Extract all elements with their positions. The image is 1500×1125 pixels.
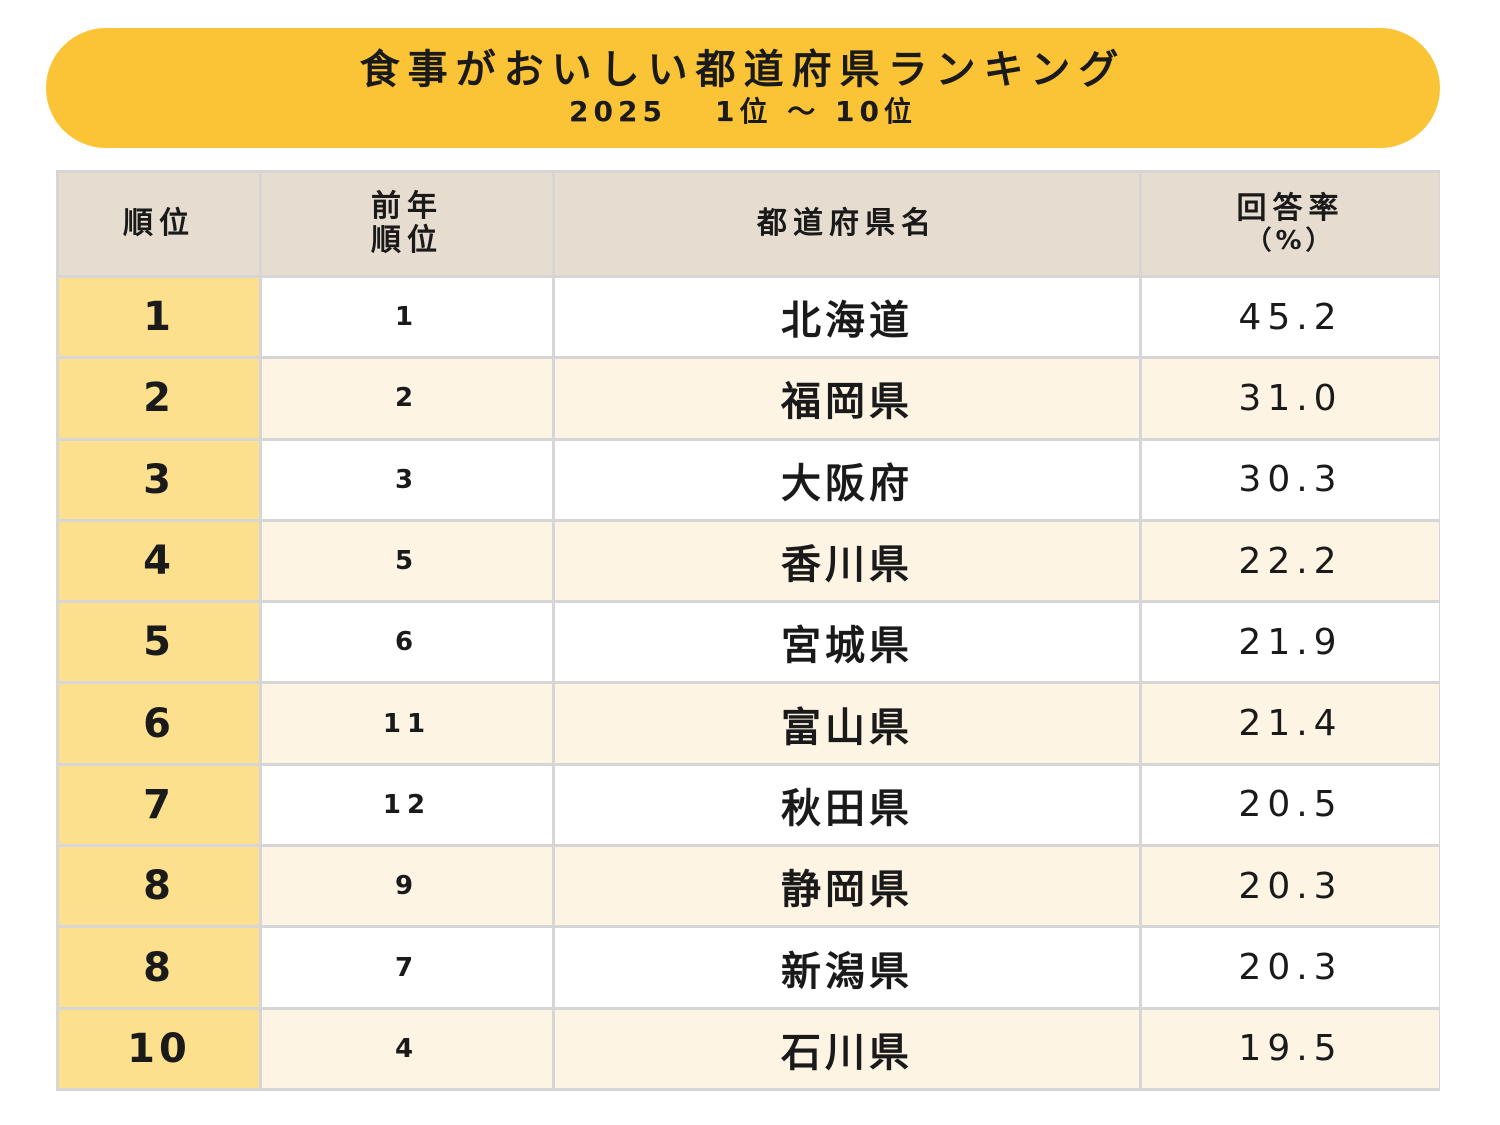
rate-cell: 19.5 bbox=[1142, 1009, 1439, 1088]
title-banner: 食事がおいしい都道府県ランキング 2025 1位 ～ 10位 bbox=[46, 28, 1440, 148]
rank-cell: 4 bbox=[59, 521, 259, 601]
rate-cell: 20.3 bbox=[1142, 847, 1439, 926]
header-prev-rank: 前年 順位 bbox=[262, 173, 552, 275]
prev-rank-cell: 4 bbox=[262, 1009, 552, 1088]
rate-cell: 31.0 bbox=[1142, 359, 1439, 438]
header-rate: 回答率 （%） bbox=[1142, 173, 1439, 275]
header-prefecture-label: 都道府県名 bbox=[757, 206, 937, 241]
rate-cell: 21.9 bbox=[1142, 603, 1439, 682]
prev-rank-cell: 5 bbox=[262, 521, 552, 601]
header-row: 順位 前年 順位 都道府県名 回答率 （%） bbox=[59, 173, 1439, 275]
header-rank-label: 順位 bbox=[123, 206, 195, 241]
table-row: 7 12 秋田県 20.5 bbox=[59, 765, 1439, 845]
rate-cell: 45.2 bbox=[1142, 278, 1439, 357]
rate-cell: 22.2 bbox=[1142, 521, 1439, 601]
table-body: 1 1 北海道 45.2 2 2 福岡県 31.0 3 3 大阪府 30.3 4 5 香川県 22.2 5 6 宮城… bbox=[59, 278, 1439, 1088]
prefecture-cell: 北海道 bbox=[555, 278, 1139, 357]
subtitle-year: 2025 bbox=[569, 95, 667, 128]
prefecture-cell: 静岡県 bbox=[555, 847, 1139, 926]
prefecture-cell: 富山県 bbox=[555, 684, 1139, 763]
rank-cell: 1 bbox=[59, 278, 259, 357]
rank-cell: 10 bbox=[59, 1009, 259, 1088]
page-title: 食事がおいしい都道府県ランキング bbox=[359, 47, 1127, 93]
prev-rank-cell: 7 bbox=[262, 928, 552, 1007]
prev-rank-cell: 2 bbox=[262, 359, 552, 438]
rank-cell: 7 bbox=[59, 765, 259, 845]
rate-cell: 21.4 bbox=[1142, 684, 1439, 763]
rank-cell: 6 bbox=[59, 684, 259, 763]
table-row: 2 2 福岡県 31.0 bbox=[59, 359, 1439, 438]
ranking-table-frame: 順位 前年 順位 都道府県名 回答率 （%） 1 1 北海道 45.2 2 2 福岡県 31.… bbox=[56, 170, 1440, 1091]
prev-rank-cell: 12 bbox=[262, 765, 552, 845]
prefecture-cell: 大阪府 bbox=[555, 440, 1139, 519]
header-prefecture: 都道府県名 bbox=[555, 173, 1139, 275]
header-rate-line1: 回答率 bbox=[1236, 191, 1345, 226]
rate-cell: 30.3 bbox=[1142, 440, 1439, 519]
header-prev-rank-line2: 順位 bbox=[371, 223, 443, 258]
prev-rank-cell: 11 bbox=[262, 684, 552, 763]
prefecture-cell: 秋田県 bbox=[555, 765, 1139, 845]
page-subtitle: 2025 1位 ～ 10位 bbox=[569, 95, 917, 129]
rate-cell: 20.3 bbox=[1142, 928, 1439, 1007]
header-rank: 順位 bbox=[59, 173, 259, 275]
rank-cell: 8 bbox=[59, 928, 259, 1007]
header-rate-line2: （%） bbox=[1245, 226, 1336, 256]
table-row: 8 9 静岡県 20.3 bbox=[59, 847, 1439, 926]
rank-cell: 5 bbox=[59, 603, 259, 682]
prev-rank-cell: 3 bbox=[262, 440, 552, 519]
prefecture-cell: 石川県 bbox=[555, 1009, 1139, 1088]
rate-cell: 20.5 bbox=[1142, 765, 1439, 845]
prev-rank-cell: 6 bbox=[262, 603, 552, 682]
table-row: 6 11 富山県 21.4 bbox=[59, 684, 1439, 763]
ranking-table: 順位 前年 順位 都道府県名 回答率 （%） 1 1 北海道 45.2 2 2 福岡県 31.… bbox=[56, 170, 1442, 1091]
table-row: 8 7 新潟県 20.3 bbox=[59, 928, 1439, 1007]
table-row: 3 3 大阪府 30.3 bbox=[59, 440, 1439, 519]
rank-cell: 2 bbox=[59, 359, 259, 438]
prefecture-cell: 福岡県 bbox=[555, 359, 1139, 438]
subtitle-range: 1位 ～ 10位 bbox=[714, 95, 917, 128]
rank-cell: 8 bbox=[59, 847, 259, 926]
prefecture-cell: 香川県 bbox=[555, 521, 1139, 601]
prev-rank-cell: 9 bbox=[262, 847, 552, 926]
prev-rank-cell: 1 bbox=[262, 278, 552, 357]
prefecture-cell: 新潟県 bbox=[555, 928, 1139, 1007]
table-row: 10 4 石川県 19.5 bbox=[59, 1009, 1439, 1088]
table-row: 5 6 宮城県 21.9 bbox=[59, 603, 1439, 682]
table-row: 1 1 北海道 45.2 bbox=[59, 278, 1439, 357]
prefecture-cell: 宮城県 bbox=[555, 603, 1139, 682]
rank-cell: 3 bbox=[59, 440, 259, 519]
header-prev-rank-line1: 前年 bbox=[371, 189, 443, 224]
table-row: 4 5 香川県 22.2 bbox=[59, 521, 1439, 601]
